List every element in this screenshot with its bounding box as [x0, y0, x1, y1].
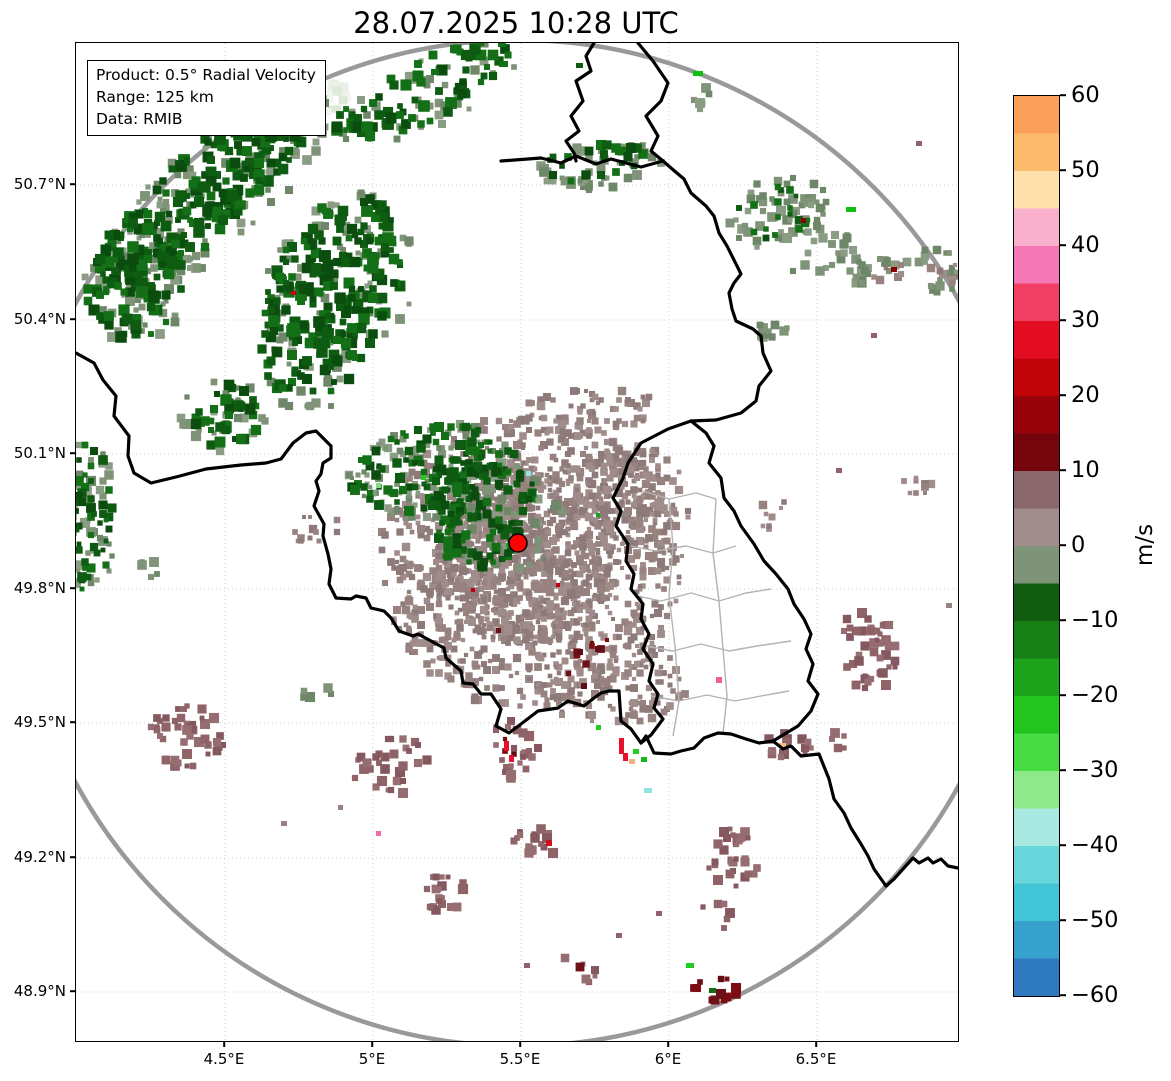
lon-tick-mark	[667, 1041, 669, 1047]
colorbar-tick-label: 50	[1071, 157, 1100, 183]
colorbar-tick-label: 10	[1071, 457, 1100, 483]
lat-tick-label: 50.4°N	[13, 310, 66, 328]
colorbar-tick-mark	[1059, 619, 1066, 621]
colorbar-tick-mark	[1059, 769, 1066, 771]
radar-site-marker	[508, 533, 528, 553]
lat-tick-mark	[70, 587, 75, 589]
lon-tick-label: 6°E	[654, 1050, 682, 1068]
lat-tick-label: 48.9°N	[13, 982, 66, 1000]
page-title: 28.07.2025 10:28 UTC	[353, 6, 679, 40]
range-label: Range: 125 km	[96, 88, 214, 106]
colorbar-tick-label: −30	[1071, 757, 1119, 783]
colorbar-tick-mark	[1059, 169, 1066, 171]
lon-tick-mark	[371, 1041, 373, 1047]
colorbar-tick-label: 60	[1071, 82, 1100, 108]
lat-tick-label: 50.7°N	[13, 175, 66, 193]
velocity-colorbar	[1013, 95, 1060, 997]
lat-tick-mark	[70, 856, 75, 858]
colorbar-tick-mark	[1059, 469, 1066, 471]
colorbar-tick-label: 40	[1071, 232, 1100, 258]
lon-tick-label: 5°E	[358, 1050, 386, 1068]
colorbar-tick-label: −20	[1071, 682, 1119, 708]
colorbar-tick-label: 0	[1071, 532, 1086, 558]
colorbar-tick-mark	[1059, 244, 1066, 246]
radar-echoes	[76, 43, 958, 1005]
lon-tick-mark	[223, 1041, 225, 1047]
colorbar-tick-label: −60	[1071, 982, 1119, 1008]
lat-tick-label: 49.2°N	[13, 848, 66, 866]
lat-tick-label: 50.1°N	[13, 444, 66, 462]
colorbar-tick-mark	[1059, 394, 1066, 396]
colorbar-tick-mark	[1059, 994, 1066, 996]
colorbar-tick-mark	[1059, 844, 1066, 846]
lon-tick-label: 4.5°E	[203, 1050, 245, 1068]
lat-tick-mark	[70, 318, 75, 320]
colorbar-tick-mark	[1059, 919, 1066, 921]
lon-tick-mark	[519, 1041, 521, 1047]
lon-tick-label: 6.5°E	[795, 1050, 837, 1068]
lon-tick-label: 5.5°E	[499, 1050, 541, 1068]
echo-speckles	[281, 61, 952, 993]
colorbar-tick-mark	[1059, 694, 1066, 696]
radar-map-plot	[75, 42, 959, 1042]
colorbar-tick-mark	[1059, 544, 1066, 546]
lat-tick-label: 49.5°N	[13, 713, 66, 731]
colorbar-tick-label: −40	[1071, 832, 1119, 858]
lat-tick-mark	[70, 452, 75, 454]
colorbar-tick-label: −50	[1071, 907, 1119, 933]
colorbar-tick-label: −10	[1071, 607, 1119, 633]
product-label: Product: 0.5° Radial Velocity	[96, 66, 316, 84]
colorbar-tick-label: 20	[1071, 382, 1100, 408]
lat-tick-mark	[70, 990, 75, 992]
product-info-box: Product: 0.5° Radial Velocity Range: 125…	[87, 60, 326, 136]
data-source-label: Data: RMIB	[96, 110, 183, 128]
province-borders	[630, 490, 792, 737]
colorbar-tick-mark	[1059, 94, 1066, 96]
lat-tick-mark	[70, 183, 75, 185]
lat-tick-label: 49.8°N	[13, 579, 66, 597]
colorbar-tick-label: 30	[1071, 307, 1100, 333]
country-borders	[76, 43, 958, 888]
radar-map-canvas	[76, 43, 958, 1041]
lon-tick-mark	[815, 1041, 817, 1047]
lat-tick-mark	[70, 721, 75, 723]
colorbar-unit-label: m/s	[1132, 523, 1158, 567]
colorbar-tick-mark	[1059, 319, 1066, 321]
